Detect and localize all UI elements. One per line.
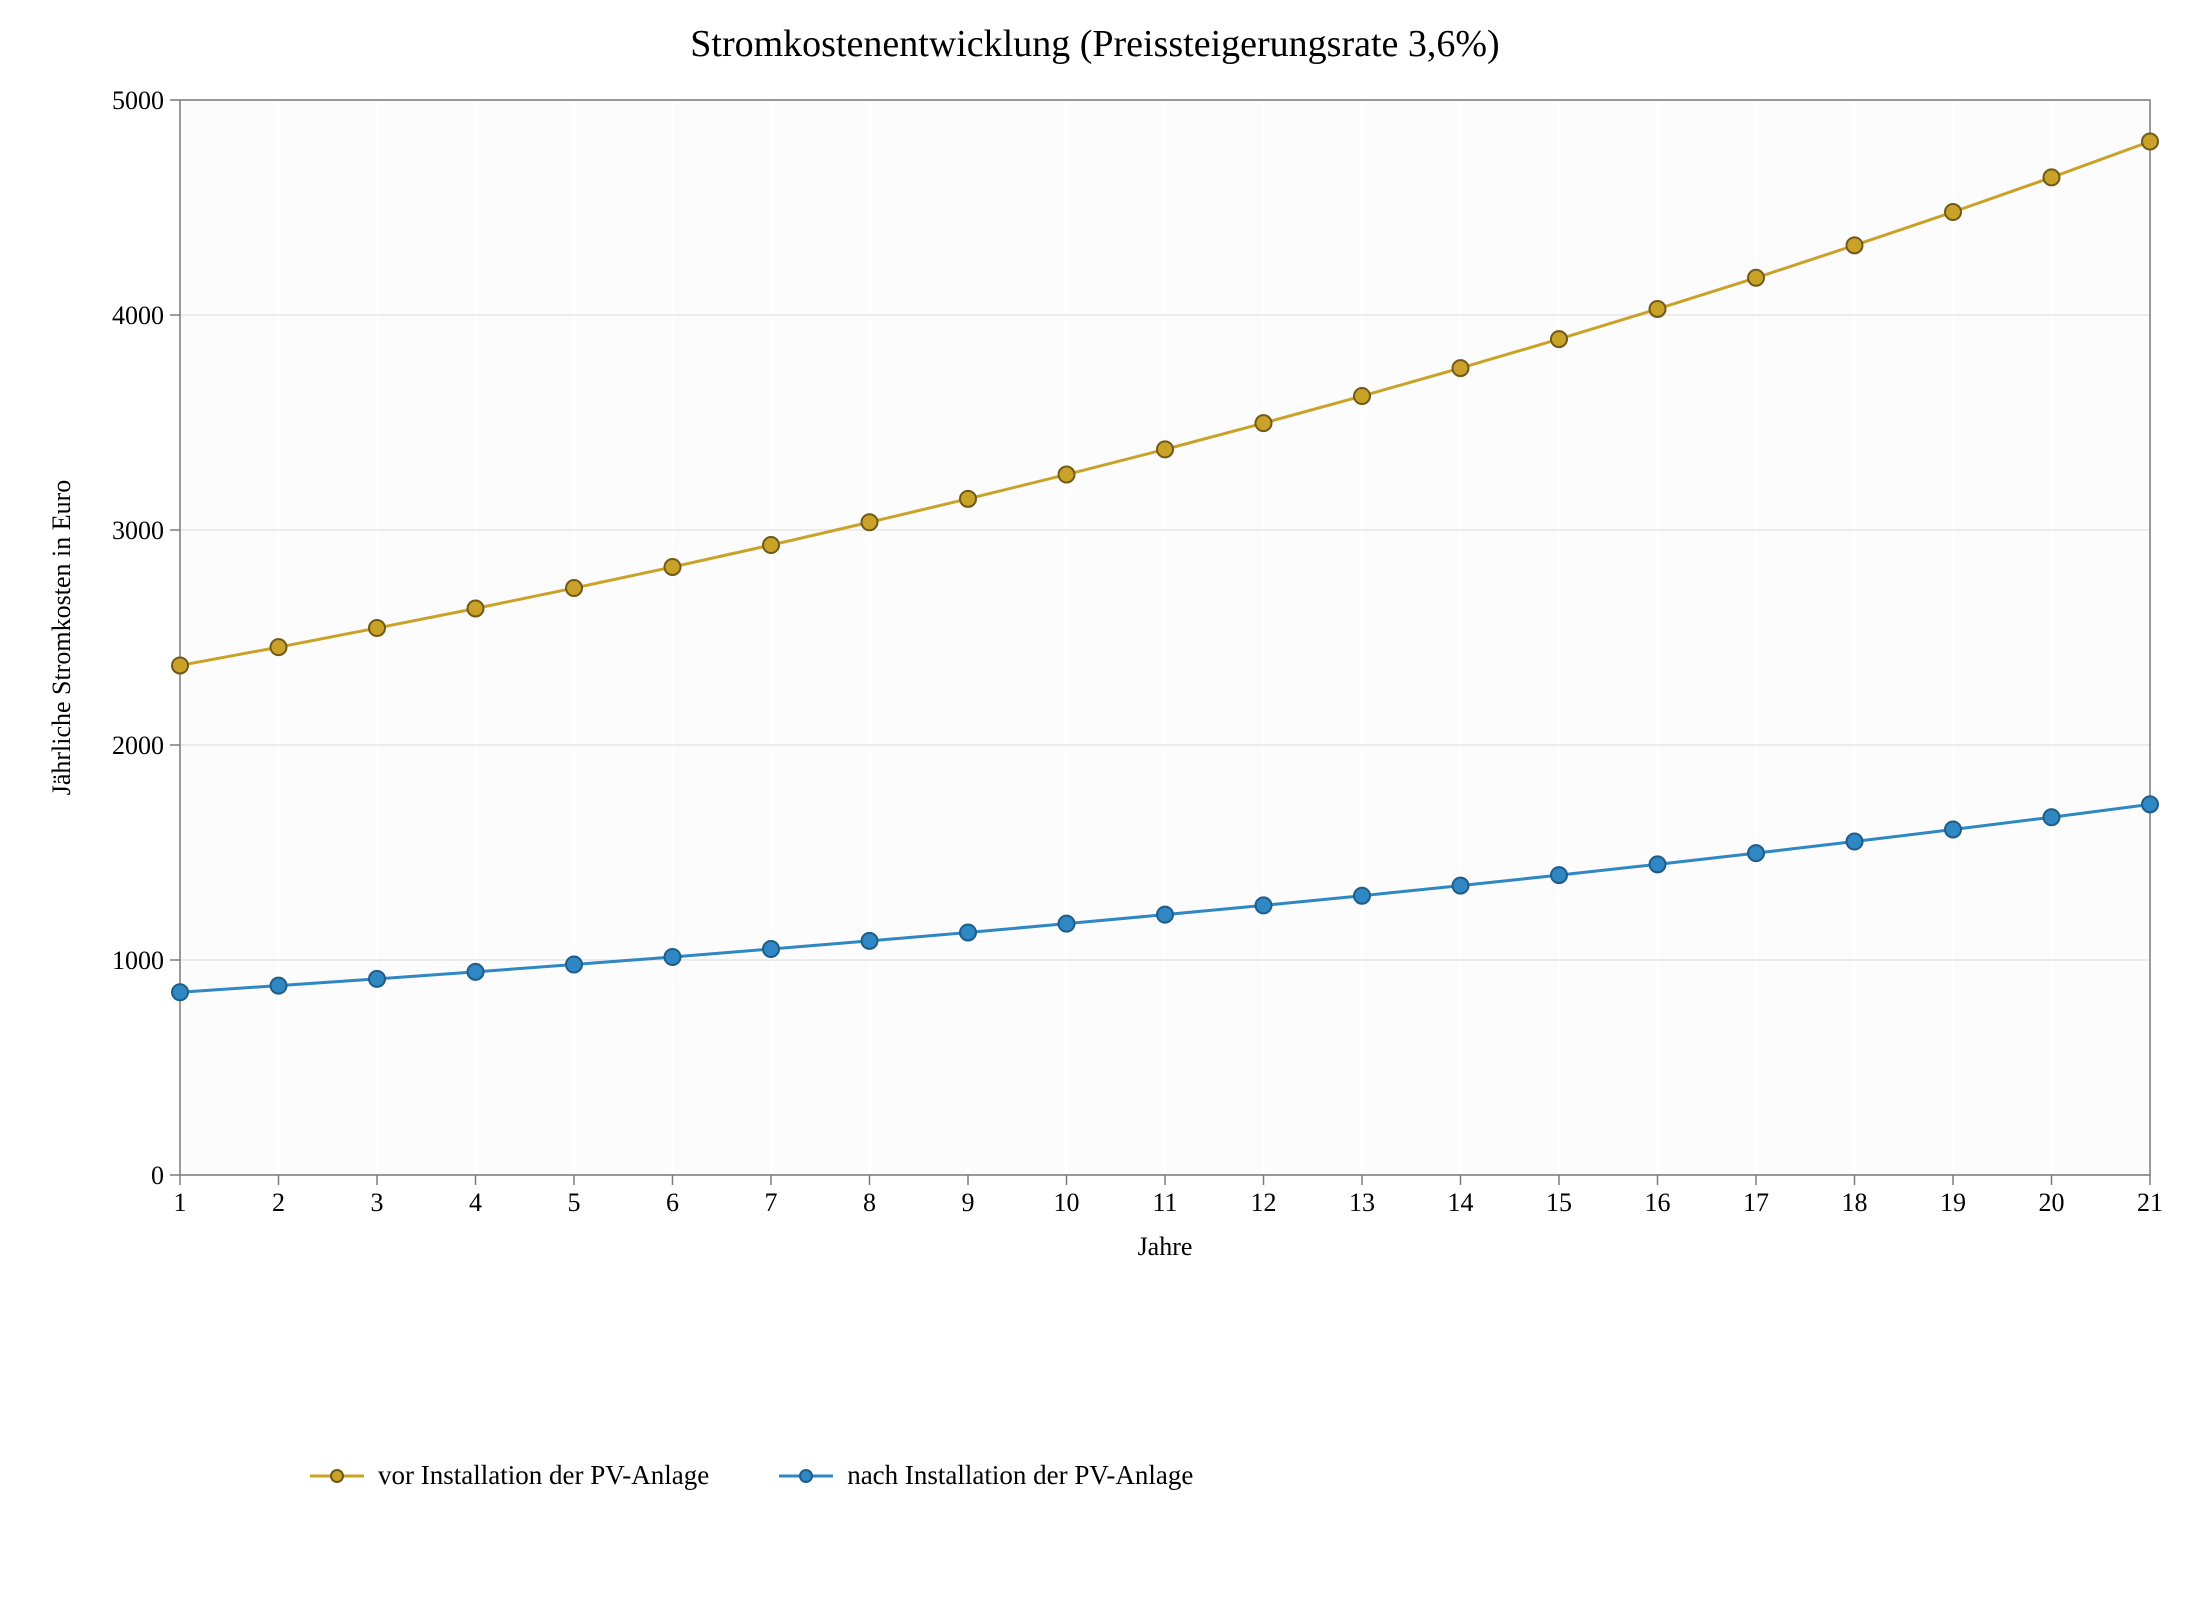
line-chart: 1234567891011121314151617181920210100020…: [0, 0, 2190, 1610]
data-point: [271, 978, 287, 994]
x-tick-label: 1: [174, 1188, 187, 1217]
data-point: [1847, 237, 1863, 253]
data-point: [1059, 467, 1075, 483]
data-point: [665, 949, 681, 965]
data-point: [1059, 916, 1075, 932]
data-point: [1256, 897, 1272, 913]
x-tick-label: 4: [469, 1188, 482, 1217]
x-tick-label: 14: [1448, 1188, 1474, 1217]
legend-item: nach Installation der PV-Anlage: [779, 1460, 1193, 1491]
data-point: [1453, 360, 1469, 376]
y-tick-label: 1000: [112, 946, 164, 975]
x-axis-label: Jahre: [1138, 1232, 1193, 1261]
x-tick-label: 5: [568, 1188, 581, 1217]
y-tick-label: 0: [151, 1161, 164, 1190]
data-point: [1256, 415, 1272, 431]
legend-swatch: [779, 1466, 833, 1486]
data-point: [172, 984, 188, 1000]
x-tick-label: 10: [1054, 1188, 1080, 1217]
x-tick-label: 12: [1251, 1188, 1277, 1217]
data-point: [2142, 133, 2158, 149]
data-point: [2044, 809, 2060, 825]
data-point: [1748, 270, 1764, 286]
data-point: [2142, 796, 2158, 812]
data-point: [1650, 301, 1666, 317]
data-point: [1847, 834, 1863, 850]
x-tick-label: 13: [1349, 1188, 1375, 1217]
x-tick-label: 2: [272, 1188, 285, 1217]
data-point: [665, 559, 681, 575]
legend-swatch: [310, 1466, 364, 1486]
data-point: [862, 514, 878, 530]
data-point: [960, 924, 976, 940]
data-point: [1650, 856, 1666, 872]
y-tick-label: 3000: [112, 516, 164, 545]
x-tick-label: 21: [2137, 1188, 2163, 1217]
x-tick-label: 16: [1645, 1188, 1671, 1217]
x-tick-label: 9: [962, 1188, 975, 1217]
chart-title: Stromkostenentwicklung (Preissteigerungs…: [0, 22, 2190, 66]
x-tick-label: 8: [863, 1188, 876, 1217]
data-point: [862, 933, 878, 949]
data-point: [763, 941, 779, 957]
data-point: [2044, 169, 2060, 185]
x-tick-label: 6: [666, 1188, 679, 1217]
y-tick-label: 2000: [112, 731, 164, 760]
x-tick-label: 3: [371, 1188, 384, 1217]
data-point: [1157, 907, 1173, 923]
data-point: [369, 971, 385, 987]
legend-label: nach Installation der PV-Anlage: [847, 1460, 1193, 1491]
chart-container: Stromkostenentwicklung (Preissteigerungs…: [0, 0, 2190, 1610]
x-tick-label: 18: [1842, 1188, 1868, 1217]
data-point: [271, 639, 287, 655]
x-tick-label: 17: [1743, 1188, 1769, 1217]
data-point: [566, 580, 582, 596]
data-point: [1551, 331, 1567, 347]
x-tick-label: 15: [1546, 1188, 1572, 1217]
data-point: [1551, 867, 1567, 883]
data-point: [1354, 388, 1370, 404]
x-tick-label: 11: [1152, 1188, 1177, 1217]
data-point: [468, 600, 484, 616]
x-tick-label: 20: [2039, 1188, 2065, 1217]
data-point: [1945, 204, 1961, 220]
data-point: [763, 537, 779, 553]
data-point: [1748, 845, 1764, 861]
y-axis-label: Jährliche Stromkosten in Euro: [47, 480, 76, 796]
y-tick-label: 4000: [112, 301, 164, 330]
legend-label: vor Installation der PV-Anlage: [378, 1460, 709, 1491]
x-tick-label: 7: [765, 1188, 778, 1217]
legend-item: vor Installation der PV-Anlage: [310, 1460, 709, 1491]
data-point: [960, 491, 976, 507]
data-point: [1945, 821, 1961, 837]
data-point: [1157, 441, 1173, 457]
chart-legend: vor Installation der PV-Anlage nach Insta…: [310, 1460, 1193, 1491]
data-point: [1354, 888, 1370, 904]
data-point: [172, 657, 188, 673]
data-point: [468, 964, 484, 980]
x-tick-label: 19: [1940, 1188, 1966, 1217]
data-point: [566, 957, 582, 973]
y-tick-label: 5000: [112, 86, 164, 115]
data-point: [1453, 878, 1469, 894]
data-point: [369, 620, 385, 636]
